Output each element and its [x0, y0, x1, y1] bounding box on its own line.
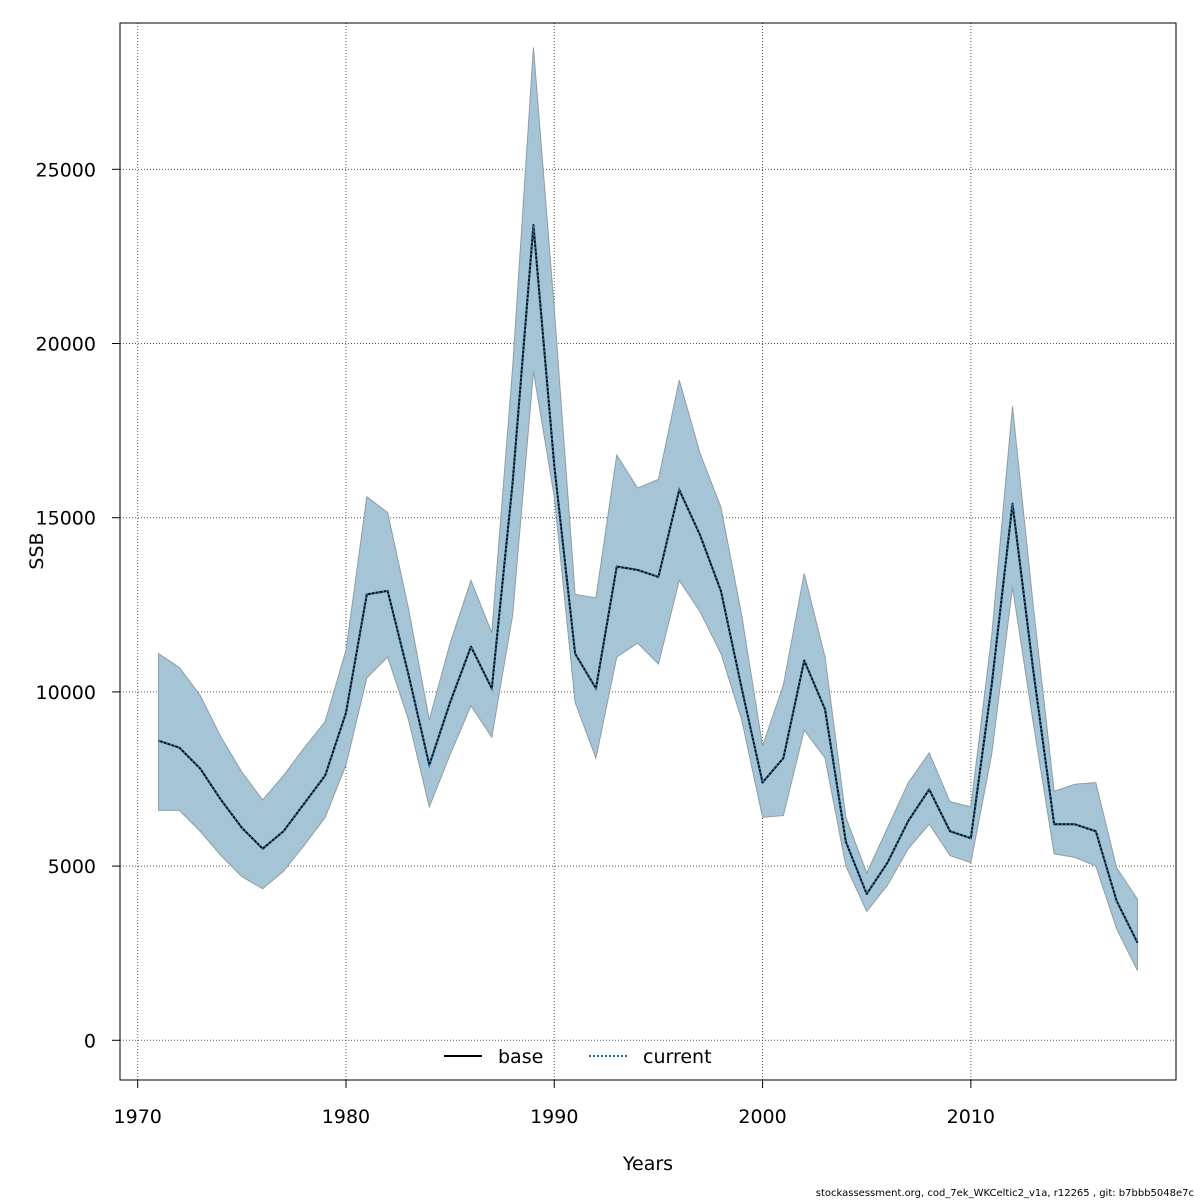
legend: base current	[444, 1046, 712, 1068]
confidence-band	[158, 47, 1138, 971]
y-axis: 0 5000 10000 15000 20000 25000	[36, 159, 121, 1052]
y-tick-label: 5000	[48, 856, 96, 878]
footer-note: stockassessment.org, cod_7ek_WKCeltic2_v…	[815, 1188, 1194, 1199]
y-tick-label: 25000	[36, 159, 96, 181]
x-tick-label: 2000	[738, 1106, 786, 1128]
y-tick-label: 15000	[36, 508, 96, 530]
x-tick-label: 2010	[947, 1106, 995, 1128]
current-series-line	[158, 224, 1139, 944]
y-tick-label: 0	[84, 1030, 96, 1052]
legend-current-label: current	[643, 1046, 712, 1068]
y-tick-label: 10000	[36, 682, 96, 704]
x-tick-label: 1970	[114, 1106, 162, 1128]
y-tick-label: 20000	[36, 334, 96, 356]
y-axis-title: SSB	[26, 532, 48, 569]
x-axis: 1970 1980 1990 2000 2010	[114, 1079, 995, 1128]
x-tick-label: 1980	[322, 1106, 370, 1128]
legend-base-label: base	[498, 1046, 543, 1068]
grid-lines	[120, 23, 1176, 1080]
x-tick-label: 1990	[530, 1106, 578, 1128]
x-axis-title: Years	[622, 1153, 673, 1175]
